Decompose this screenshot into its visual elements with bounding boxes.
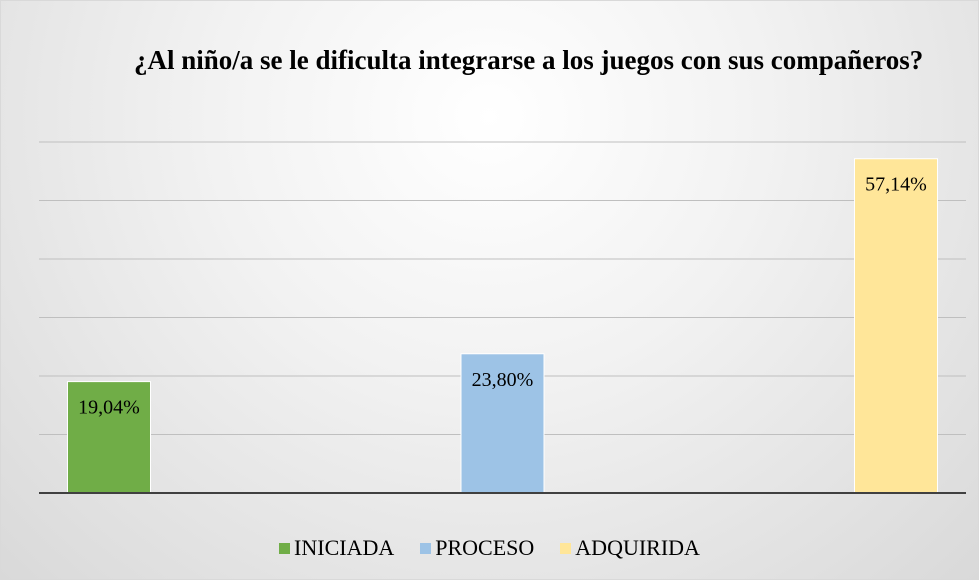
bar — [854, 158, 938, 494]
legend: INICIADA PROCESO ADQUIRIDA — [1, 535, 978, 561]
legend-item: INICIADA — [279, 535, 394, 561]
data-label: 57,14% — [865, 174, 927, 196]
bar — [67, 381, 151, 494]
legend-swatch — [560, 542, 572, 554]
chart-title: ¿Al niño/a se le dificulta integrarse a … — [134, 45, 924, 75]
legend-label: PROCESO — [435, 535, 535, 560]
legend-label: ADQUIRIDA — [575, 535, 700, 560]
legend-item: PROCESO — [420, 535, 534, 561]
legend-label: INICIADA — [294, 535, 395, 560]
data-label: 19,04% — [78, 397, 140, 419]
legend-swatch — [279, 542, 291, 554]
legend-item: ADQUIRIDA — [560, 535, 700, 561]
data-label: 23,80% — [472, 369, 534, 391]
legend-swatch — [420, 542, 432, 554]
